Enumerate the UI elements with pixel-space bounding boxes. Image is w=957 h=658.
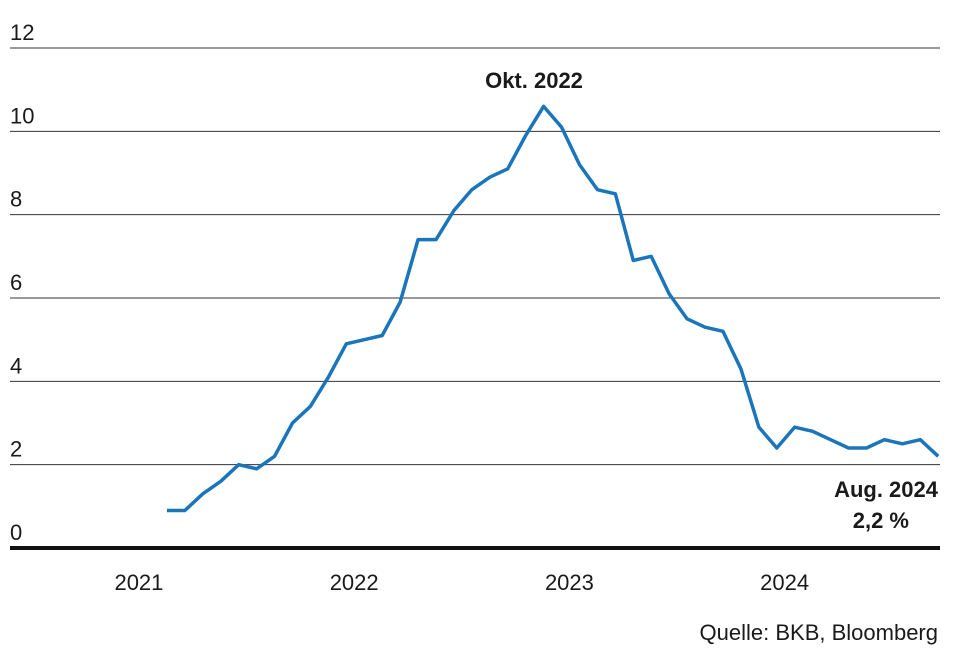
- y-tick-label: 0: [10, 520, 22, 545]
- y-tick-label: 6: [10, 270, 22, 295]
- y-tick-label: 10: [10, 103, 34, 128]
- source: Quelle: BKB, Bloomberg: [700, 620, 938, 645]
- line: [166, 104, 940, 513]
- y-tick-label: 4: [10, 353, 22, 378]
- x-tick-label: 2021: [114, 570, 163, 595]
- x-tick-label: 2022: [330, 570, 379, 595]
- y-tick-label: 2: [10, 437, 22, 462]
- y-tick-label: 12: [10, 20, 34, 45]
- x-tick-label: 2024: [760, 570, 809, 595]
- y-tick-label: 8: [10, 187, 22, 212]
- end-annotation: Aug. 2024: [834, 477, 939, 502]
- x-tick-label: 2023: [545, 570, 594, 595]
- end-value-annotation: 2,2 %: [853, 508, 909, 533]
- peak-annotation: Okt. 2022: [485, 68, 583, 93]
